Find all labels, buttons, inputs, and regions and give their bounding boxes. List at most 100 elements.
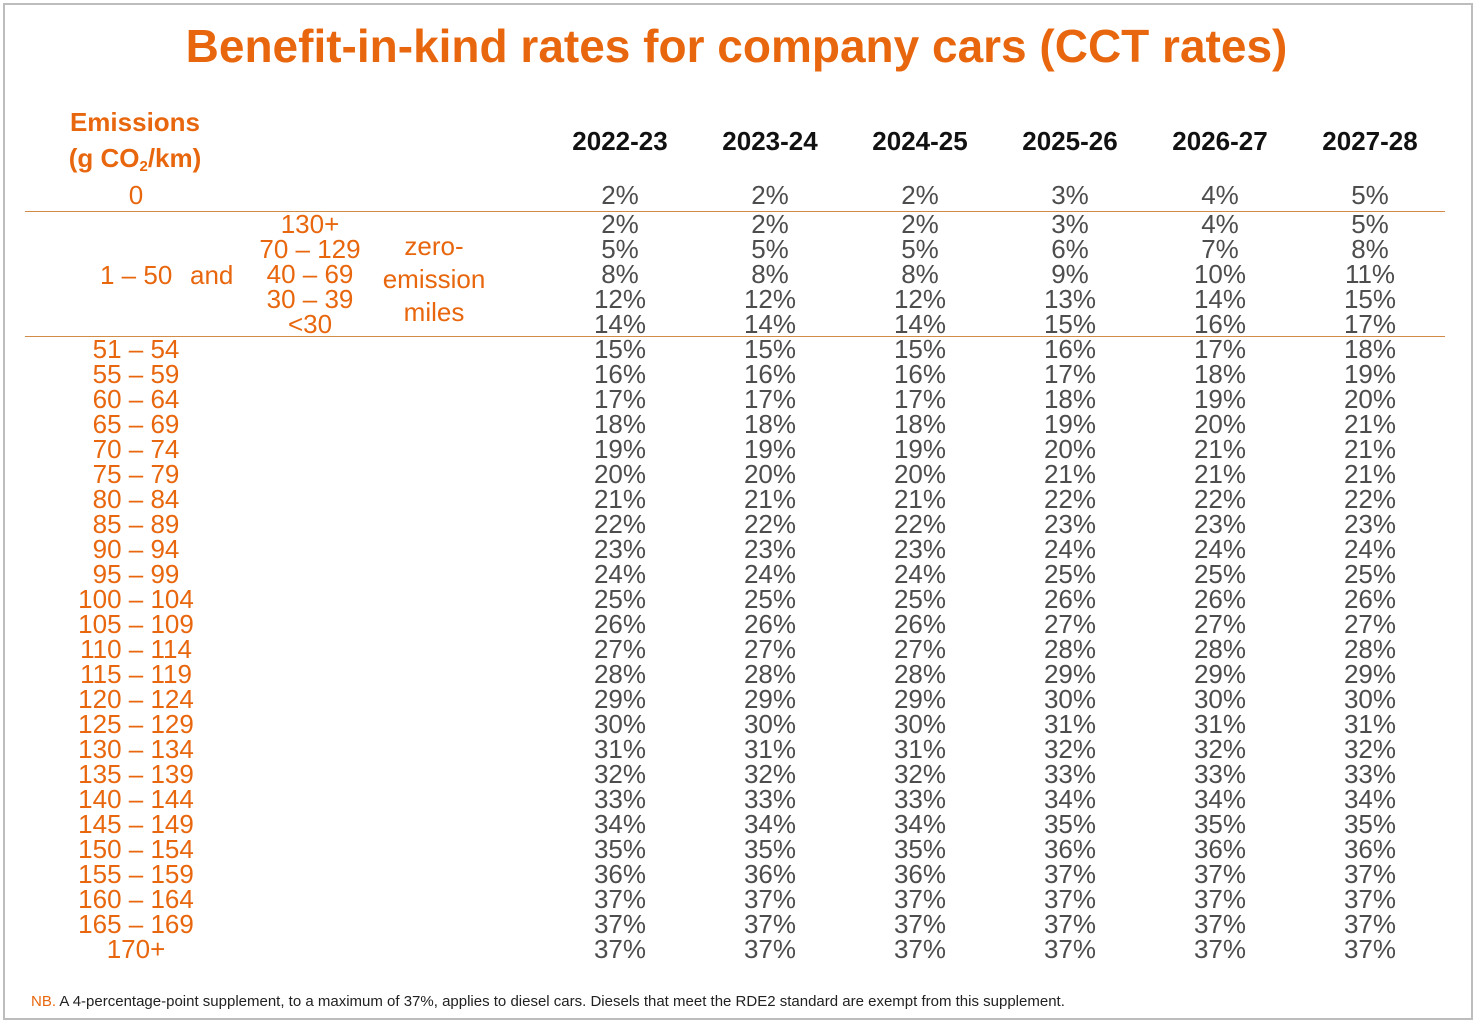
rate-cell: 31%	[1043, 709, 1097, 739]
rate-cell: 32%	[1343, 734, 1397, 764]
rate-cell: 19%	[1193, 384, 1247, 414]
rate-cell: 29%	[893, 684, 947, 714]
band-label: 155 – 159	[78, 859, 194, 889]
rate-cell: 17%	[743, 384, 797, 414]
rate-cell: 25%	[593, 584, 647, 614]
rate-cell: 25%	[1343, 559, 1397, 589]
rate-cell: 28%	[1343, 634, 1397, 664]
rate-cell: 37%	[1193, 934, 1247, 964]
rate-cell: 16%	[593, 359, 647, 389]
emissions-unit-suffix: /km)	[147, 143, 202, 173]
rate-cell: 8%	[901, 259, 939, 289]
rate-cell: 5%	[1351, 209, 1389, 239]
rate-cell: 2%	[901, 209, 939, 239]
rate-cell: 31%	[893, 734, 947, 764]
emissions-header-line1: Emissions	[69, 107, 201, 137]
rate-cell: 3%	[1051, 180, 1089, 210]
rate-cell: 12%	[593, 284, 647, 314]
rate-cell: 37%	[1043, 859, 1097, 889]
rate-cell: 23%	[1043, 509, 1097, 539]
rate-cell: 10%	[1193, 259, 1247, 289]
rate-cell: 32%	[743, 759, 797, 789]
rate-cell: 33%	[1043, 759, 1097, 789]
rate-cell: 2%	[751, 180, 789, 210]
band-label: 100 – 104	[78, 584, 194, 614]
footnote-prefix: NB.	[31, 993, 57, 1010]
rate-cell: 14%	[893, 309, 947, 339]
rate-cell: 21%	[1343, 459, 1397, 489]
rate-cell: 2%	[901, 180, 939, 210]
rate-cell: 31%	[1193, 709, 1247, 739]
rate-cell: 3%	[1051, 209, 1089, 239]
rate-cell: 34%	[1343, 784, 1397, 814]
year-header-2026-27: 2026-27	[1172, 126, 1268, 156]
rate-cell: 29%	[743, 684, 797, 714]
band-label: 125 – 129	[78, 709, 194, 739]
rate-cell: 17%	[1343, 309, 1397, 339]
rate-cell: 30%	[1043, 684, 1097, 714]
rate-cell: 6%	[1051, 234, 1089, 264]
rate-cell: 18%	[1043, 384, 1097, 414]
rate-cell: 20%	[593, 459, 647, 489]
footnote-text: A 4-percentage-point supplement, to a ma…	[59, 993, 1065, 1010]
rate-cell: 22%	[1043, 484, 1097, 514]
band-label: 75 – 79	[92, 459, 180, 489]
rate-cell: 33%	[1193, 759, 1247, 789]
rate-cell: 27%	[893, 634, 947, 664]
rate-cell: 17%	[1043, 359, 1097, 389]
rate-cell: 23%	[593, 534, 647, 564]
rate-cell: 21%	[1343, 409, 1397, 439]
rate-cell: 22%	[1193, 484, 1247, 514]
emissions-unit-subscript: 2	[139, 158, 148, 175]
zero-emission-miles-band: 40 – 69	[266, 259, 354, 289]
rate-cell: 27%	[1343, 609, 1397, 639]
rate-cell: 35%	[893, 834, 947, 864]
year-header-2022-23: 2022-23	[572, 126, 668, 156]
rate-cell: 36%	[1193, 834, 1247, 864]
rate-cell: 36%	[1043, 834, 1097, 864]
band-label: 70 – 74	[92, 434, 180, 464]
rate-cell: 18%	[1193, 359, 1247, 389]
rate-cell: 15%	[593, 334, 647, 364]
band-label: 165 – 169	[78, 909, 194, 939]
rate-cell: 20%	[1043, 434, 1097, 464]
rate-cell: 36%	[893, 859, 947, 889]
rate-cell: 2%	[601, 180, 639, 210]
rate-cell: 19%	[893, 434, 947, 464]
band-label: 90 – 94	[92, 534, 180, 564]
rate-cell: 29%	[1043, 659, 1097, 689]
rate-cell: 12%	[743, 284, 797, 314]
rate-cell: 17%	[593, 384, 647, 414]
page-title: Benefit-in-kind rates for company cars (…	[185, 20, 1288, 72]
rate-cell: 33%	[593, 784, 647, 814]
rate-cell: 35%	[743, 834, 797, 864]
year-header-2023-24: 2023-24	[722, 126, 818, 156]
rate-cell: 8%	[601, 259, 639, 289]
zero-emission-miles-band: <30	[287, 309, 333, 339]
rate-cell: 34%	[1193, 784, 1247, 814]
band-label: 170+	[106, 934, 166, 964]
rate-cell: 21%	[1193, 434, 1247, 464]
rate-cell: 29%	[593, 684, 647, 714]
rate-cell: 22%	[593, 509, 647, 539]
rate-cell: 37%	[1343, 934, 1397, 964]
rate-cell: 23%	[1193, 509, 1247, 539]
rate-cell: 37%	[593, 909, 647, 939]
band-label: 105 – 109	[78, 609, 194, 639]
rate-cell: 25%	[743, 584, 797, 614]
rate-cell: 32%	[1193, 734, 1247, 764]
rate-cell: 37%	[593, 934, 647, 964]
rate-cell: 5%	[1351, 180, 1389, 210]
rate-cell: 21%	[1343, 434, 1397, 464]
band-label: 85 – 89	[92, 509, 180, 539]
emissions-header-line2: (g CO2/km)	[35, 140, 235, 185]
band-label: 51 – 54	[92, 334, 180, 364]
rate-cell: 18%	[893, 409, 947, 439]
rate-cell: 36%	[1343, 834, 1397, 864]
rate-cell: 16%	[1043, 334, 1097, 364]
ulev-and-label: and	[190, 260, 234, 290]
band-label: 55 – 59	[92, 359, 180, 389]
rate-cell: 24%	[1043, 534, 1097, 564]
rate-cell: 15%	[1043, 309, 1097, 339]
rate-cell: 24%	[593, 559, 647, 589]
